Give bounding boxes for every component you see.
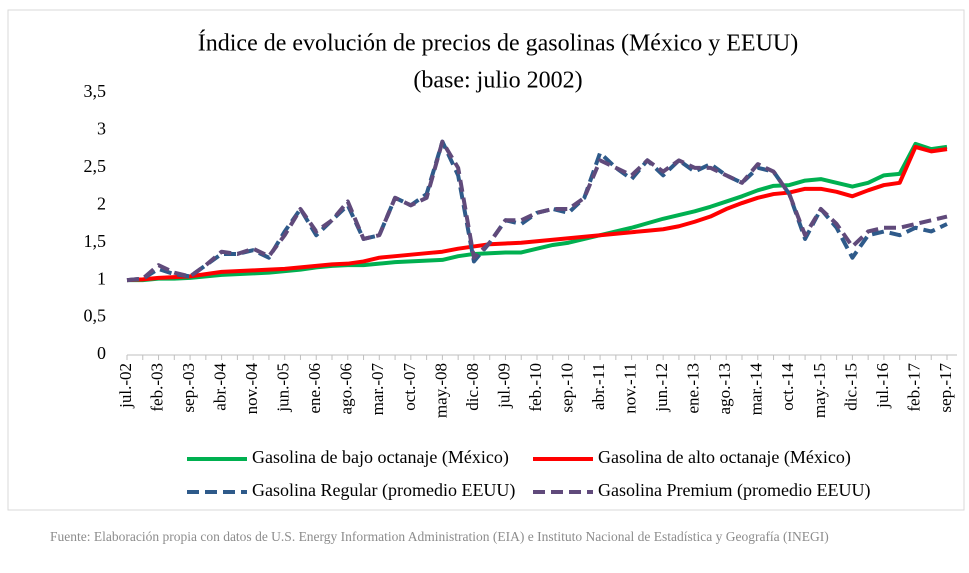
legend-label: Gasolina de alto octanaje (México) (598, 447, 851, 468)
x-tick-label: nov.-11 (621, 363, 640, 414)
x-tick-label: feb.-17 (904, 363, 923, 412)
y-tick-label: 0,5 (84, 306, 107, 326)
y-tick-label: 2,5 (84, 156, 107, 176)
x-tick-label: ago.-06 (337, 363, 356, 414)
x-tick-label: jun.-05 (274, 363, 293, 413)
x-tick-label: oct.-14 (778, 363, 797, 411)
x-tick-label: sep.-03 (179, 363, 198, 413)
x-tick-label: abr.-04 (211, 363, 230, 411)
y-tick-label: 1 (97, 268, 106, 288)
x-tick-label: sep.-17 (936, 363, 955, 413)
x-tick-label: ago.-13 (715, 363, 734, 414)
x-tick-label: abr.-11 (589, 363, 608, 410)
x-tick-label: ene.-13 (684, 363, 703, 414)
x-tick-label: ene.-06 (305, 363, 324, 414)
x-tick-label: dic.-15 (841, 363, 860, 411)
legend-label: Gasolina de bajo octanaje (México) (252, 447, 509, 468)
x-tick-label: jul.-16 (873, 363, 892, 409)
series-line (126, 139, 948, 283)
x-tick-label: feb.-10 (526, 363, 545, 412)
source-note: Fuente: Elaboración propia con datos de … (50, 529, 829, 544)
chart-title: Índice de evolución de precios de gasoli… (198, 31, 798, 57)
series-line (126, 144, 948, 283)
x-tick-label: may.-15 (810, 363, 829, 418)
x-tick-label: oct.-07 (400, 363, 419, 411)
y-tick-label: 3 (97, 119, 106, 139)
x-tick-label: sep.-10 (557, 363, 576, 413)
legend-label: Gasolina Premium (promedio EEUU) (598, 480, 870, 501)
y-tick-label: 0 (97, 343, 106, 363)
x-tick-label: dic.-08 (463, 363, 482, 411)
series-line (127, 141, 948, 283)
x-tick-label: jun.-12 (652, 363, 671, 413)
chart-frame (7, 9, 965, 511)
chart-subtitle: (base: julio 2002) (413, 68, 582, 94)
y-tick-label: 2 (97, 193, 106, 213)
x-tick-label: mar.-07 (368, 363, 387, 416)
x-tick-label: may.-08 (431, 363, 450, 418)
x-tick-label: mar.-14 (747, 363, 766, 416)
x-tick-label: jul.-02 (116, 363, 135, 409)
legend-label: Gasolina Regular (promedio EEUU) (252, 480, 515, 501)
x-tick-label: jul.-09 (494, 363, 513, 409)
y-tick-label: 1,5 (84, 231, 107, 251)
x-tick-label: nov.-04 (242, 363, 261, 415)
x-tick-label: feb.-03 (147, 363, 166, 412)
y-tick-label: 3,5 (84, 81, 107, 101)
